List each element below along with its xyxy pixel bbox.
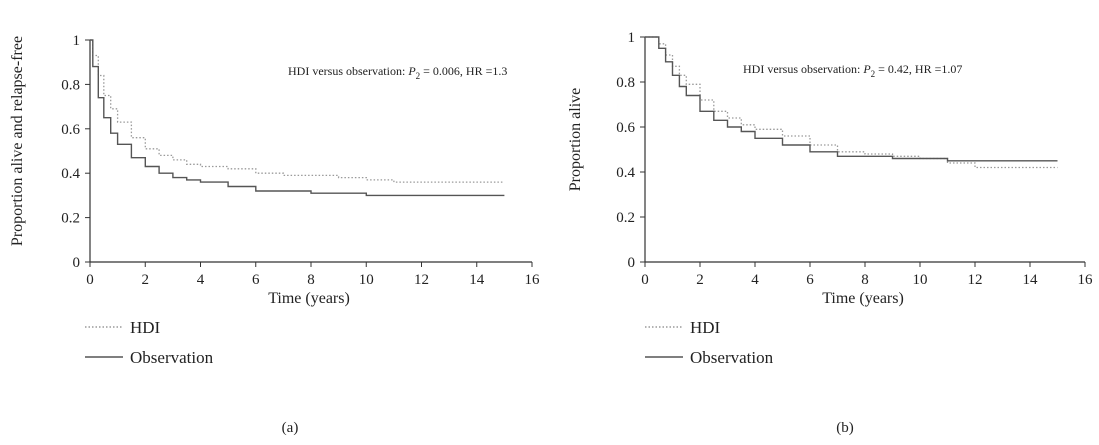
y-tick-label: 1 — [628, 30, 636, 46]
x-tick-label: 0 — [641, 272, 649, 288]
x-tick-label: 12 — [968, 272, 983, 288]
x-tick-label: 6 — [806, 272, 814, 288]
x-tick-label: 4 — [751, 272, 759, 288]
x-tick-label: 16 — [1078, 272, 1094, 288]
x-tick-label: 8 — [861, 272, 869, 288]
legend-label-observation: Observation — [690, 348, 774, 367]
legend-label-hdi: HDI — [130, 318, 161, 337]
annotation-prefix: HDI versus observation: — [288, 64, 408, 78]
stats-annotation: HDI versus observation: P2 = 0.006, HR =… — [288, 64, 507, 81]
x-tick-label: 16 — [525, 272, 541, 288]
stats-annotation: HDI versus observation: P2 = 0.42, HR =1… — [743, 62, 962, 79]
x-tick-label: 12 — [414, 272, 429, 288]
x-tick-label: 6 — [252, 272, 260, 288]
y-tick-label: 0.8 — [61, 77, 80, 93]
annotation-values: = 0.006, HR =1.3 — [420, 64, 507, 78]
y-tick-label: 0.4 — [61, 166, 80, 182]
annotation-values: = 0.42, HR =1.07 — [875, 62, 962, 76]
chart-panel-b: 0 2 4 6 8 10 12 14 16 0 0.2 0.4 0.6 0.8 1 Time (years) P… — [567, 30, 1093, 436]
x-axis-label: Time (years) — [822, 290, 904, 307]
panel-label: (a) — [282, 420, 299, 436]
y-tick-label: 1 — [73, 33, 81, 49]
y-tick-label: 0.6 — [616, 120, 635, 136]
y-axis-label: Proportion alive and relapse-free — [9, 36, 26, 246]
legend-label-hdi: HDI — [690, 318, 721, 337]
x-tick-label: 14 — [469, 272, 485, 288]
y-tick-label: 0.8 — [616, 75, 635, 91]
annotation-p-symbol: P — [407, 64, 416, 78]
y-tick-label: 0.4 — [616, 165, 635, 181]
panel-label: (b) — [836, 420, 854, 436]
x-tick-label: 4 — [197, 272, 205, 288]
y-tick-label: 0.6 — [61, 122, 80, 138]
series-line-observation — [90, 39, 505, 197]
x-tick-label: 14 — [1023, 272, 1039, 288]
series-line-observation — [645, 36, 1058, 162]
y-axis-label: Proportion alive — [567, 88, 584, 192]
x-tick-label: 2 — [142, 272, 150, 288]
y-tick-label: 0 — [73, 255, 81, 271]
annotation-p-symbol: P — [862, 62, 871, 76]
y-tick-label: 0 — [628, 255, 636, 271]
x-axis-label: Time (years) — [268, 290, 350, 307]
y-tick-label: 0.2 — [61, 211, 80, 227]
x-tick-label: 10 — [359, 272, 374, 288]
series-line-hdi — [90, 39, 505, 183]
x-tick-label: 2 — [696, 272, 704, 288]
annotation-p-subscript: 2 — [416, 71, 421, 81]
legend-label-observation: Observation — [130, 348, 214, 367]
x-tick-label: 10 — [913, 272, 928, 288]
y-tick-label: 0.2 — [616, 210, 635, 226]
x-tick-label: 8 — [307, 272, 315, 288]
x-tick-label: 0 — [86, 272, 94, 288]
chart-panel-a: 0 2 4 6 8 10 12 14 16 0 0.2 0.4 0.6 0.8 1 Time (years) P… — [9, 33, 540, 436]
series-line-hdi — [645, 36, 1058, 169]
annotation-p-subscript: 2 — [871, 69, 876, 79]
annotation-prefix: HDI versus observation: — [743, 62, 863, 76]
